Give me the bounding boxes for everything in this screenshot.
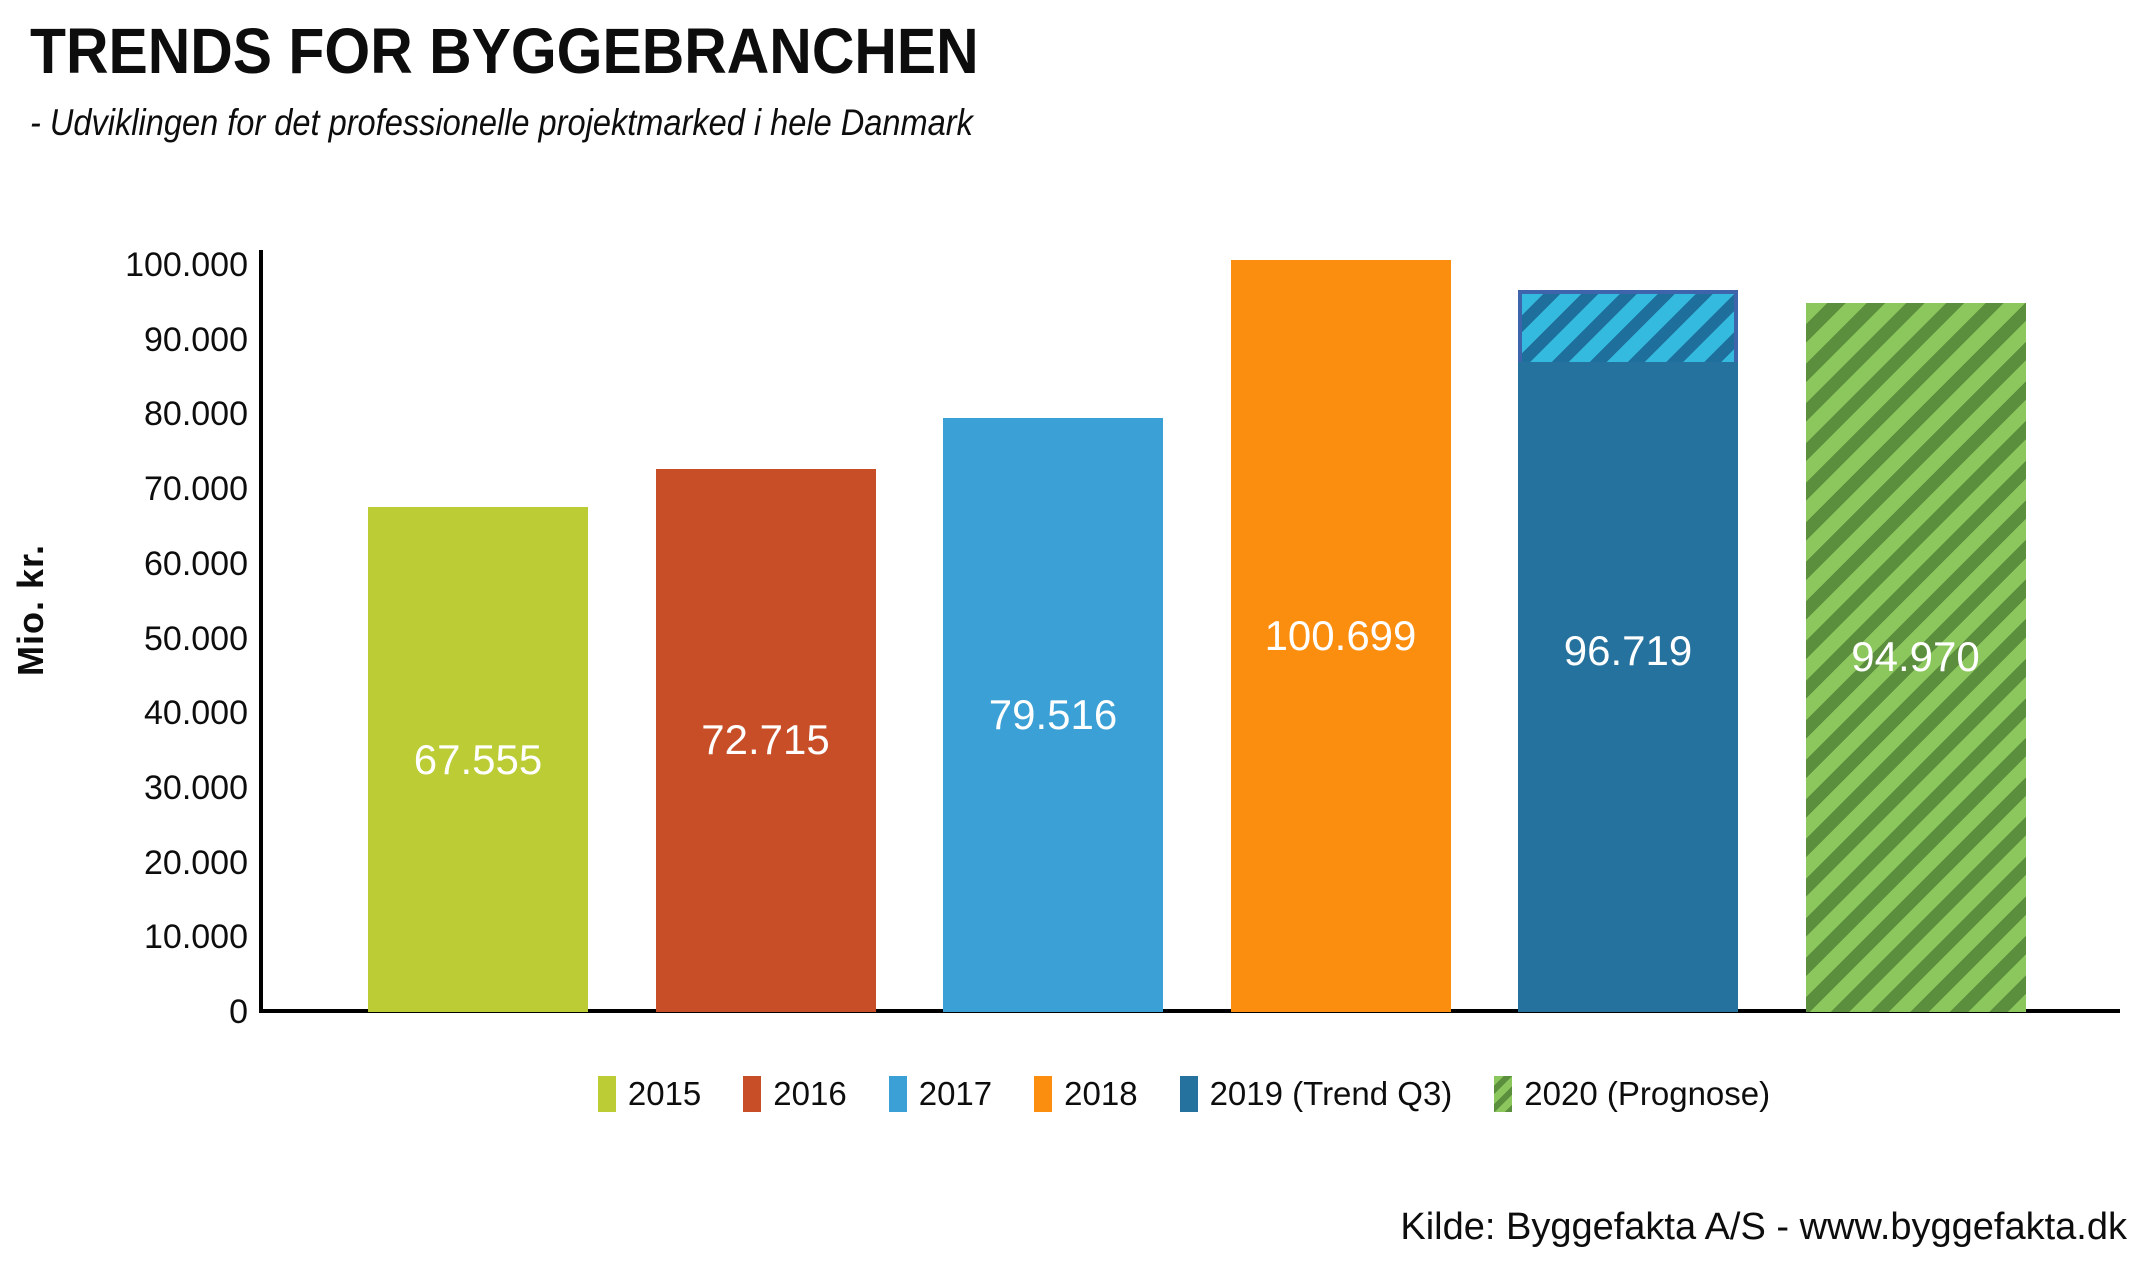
source-credit: Kilde: Byggefakta A/S - www.byggefakta.d… <box>1400 1206 2127 1248</box>
y-axis-line <box>259 250 263 1012</box>
y-tick-70.000: 70.000 <box>144 470 248 509</box>
legend-swatch-icon <box>888 1076 907 1112</box>
bar-value-2018: 100.699 <box>1264 611 1417 659</box>
legend-item-2020: 2020 (Prognose) <box>1494 1074 1770 1114</box>
bar-value-2019: 96.719 <box>1563 626 1693 674</box>
y-tick-60.000: 60.000 <box>144 544 248 583</box>
legend-item-2018: 2018 <box>1034 1074 1138 1114</box>
legend-item-2017: 2017 <box>888 1074 993 1114</box>
legend-swatch-icon <box>1034 1076 1053 1112</box>
bar-value-2016: 72.715 <box>701 716 830 764</box>
legend-label: 2017 <box>918 1075 993 1112</box>
legend-swatch-icon <box>597 1076 616 1112</box>
y-tick-10.000: 10.000 <box>144 918 248 957</box>
legend: 2015 2016 2017 2018 2019 (Trend Q3) 2020 (Pro… <box>263 1070 2105 1118</box>
y-tick-30.000: 30.000 <box>144 768 248 807</box>
page-subtitle: - Udviklingen for det professionelle pro… <box>30 102 973 143</box>
legend-label: 2018 <box>1064 1075 1138 1112</box>
legend-swatch-icon <box>1179 1076 1198 1112</box>
legend-item-2015: 2015 <box>597 1074 702 1114</box>
bar-2016 <box>655 468 876 1012</box>
bar-2017 <box>943 418 1163 1012</box>
page-title: TRENDS FOR BYGGEBRANCHEN <box>30 15 979 87</box>
legend-item-2016: 2016 <box>743 1074 847 1114</box>
bar-value-2015: 67.555 <box>413 735 543 783</box>
y-tick-90.000: 90.000 <box>144 320 248 359</box>
y-tick-0: 0 <box>229 993 248 1031</box>
legend-label: 2016 <box>773 1075 847 1112</box>
legend-swatch-icon <box>1494 1076 1513 1112</box>
legend-item-2019: 2019 (Trend Q3) <box>1179 1074 1453 1114</box>
legend-label: 2015 <box>627 1075 702 1112</box>
legend-swatch-icon <box>743 1076 762 1112</box>
x-axis-line <box>259 1009 2120 1013</box>
bar-2020 <box>1805 302 2026 1012</box>
legend-label: 2020 (Prognose) <box>1524 1075 1771 1112</box>
y-tick-100.000: 100.000 <box>125 246 248 284</box>
y-tick-40.000: 40.000 <box>144 694 248 733</box>
bar-value-2020: 94.970 <box>1851 633 1980 681</box>
y-tick-50.000: 50.000 <box>144 619 248 658</box>
bar-2019 <box>1518 289 1738 1012</box>
y-tick-80.000: 80.000 <box>144 395 248 434</box>
bar-2019-trend-cap <box>1518 289 1738 363</box>
bar-2018 <box>1230 259 1451 1012</box>
legend-label: 2019 (Trend Q3) <box>1209 1075 1453 1112</box>
bar-value-2017: 79.516 <box>988 691 1118 738</box>
y-tick-20.000: 20.000 <box>144 843 248 882</box>
bar-2015 <box>368 507 588 1012</box>
